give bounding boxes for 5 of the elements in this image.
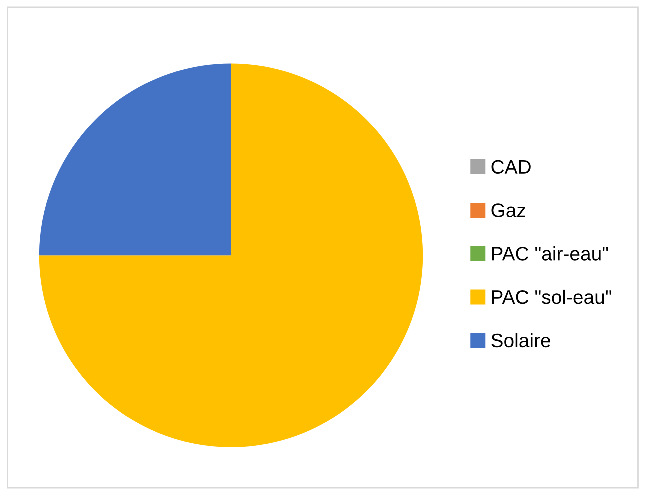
legend-label: Gaz: [492, 204, 526, 218]
legend-label: Solaire: [492, 333, 550, 348]
legend-label: CAD: [492, 160, 531, 174]
legend-label: PAC "sol-eau": [492, 290, 612, 304]
legend-label: PAC "air-eau": [492, 246, 608, 261]
